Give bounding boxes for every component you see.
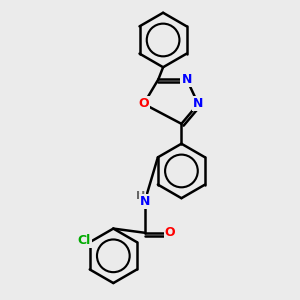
- Text: N: N: [193, 98, 203, 110]
- Text: N: N: [182, 73, 192, 86]
- Text: N: N: [140, 195, 150, 208]
- Text: O: O: [138, 98, 149, 110]
- Text: H: H: [136, 191, 145, 201]
- Text: O: O: [165, 226, 175, 239]
- Text: Cl: Cl: [78, 234, 91, 247]
